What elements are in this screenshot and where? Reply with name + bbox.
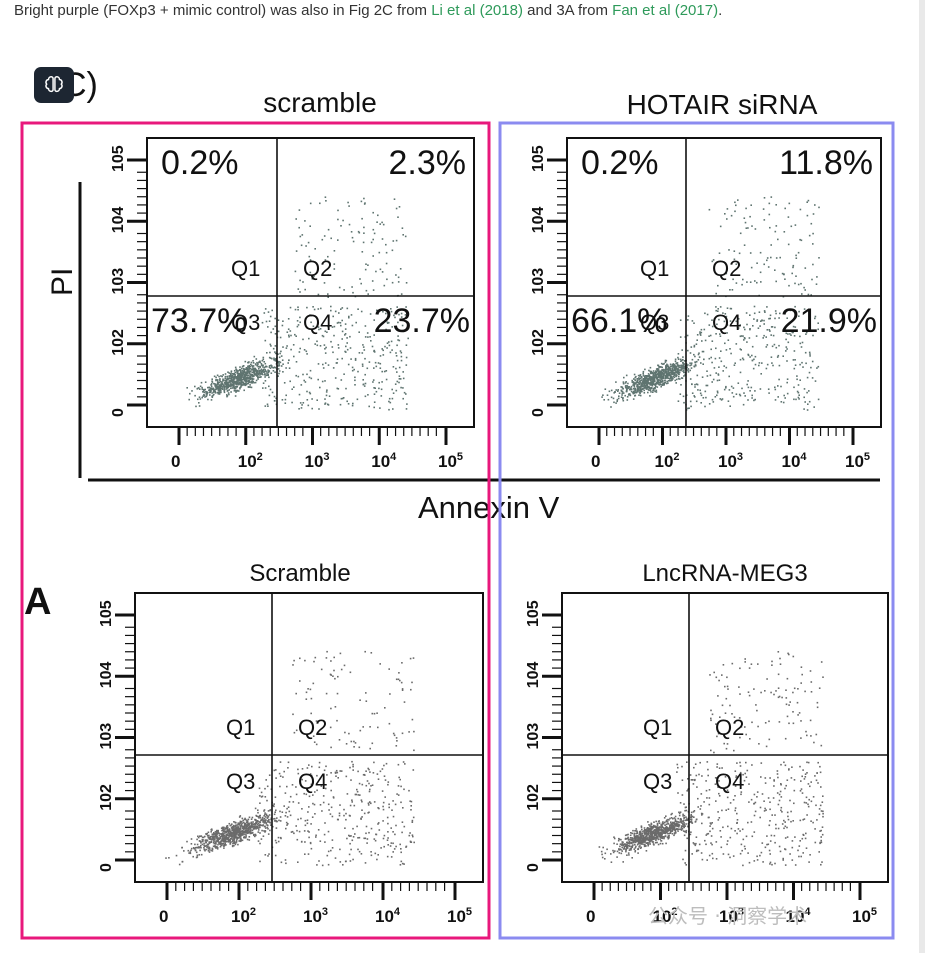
x-tick-label: 0: [586, 907, 595, 926]
y-tick-label: 105: [525, 600, 542, 627]
quadrant-label-q2: Q2: [715, 715, 744, 740]
x-tick-label: 103: [305, 451, 330, 471]
x-tick-label: 104: [782, 451, 808, 471]
quadrant-label-q2: Q2: [712, 256, 741, 281]
y-tick-label: 105: [530, 145, 547, 172]
y-tick-label: 103: [98, 723, 115, 750]
scatter-plot-1: scramble Q1 Q2 Q3 Q4 0.2% 2.3% 73.7% 23.7% 0 102 10…: [110, 87, 475, 471]
plot-title: HOTAIR siRNA: [627, 89, 818, 120]
caption-text: Bright purple (FOXp3 + mimic control) wa…: [14, 2, 723, 19]
x-tick-label: 102: [655, 451, 680, 471]
y-tick-label: 102: [98, 784, 115, 811]
plot-title: scramble: [263, 87, 377, 118]
quadrant-percent: 2.3%: [389, 144, 467, 182]
y-axis-label: PI: [46, 268, 79, 296]
y-tick-label: 0: [110, 408, 127, 417]
scrollbar[interactable]: [919, 0, 925, 953]
quadrant-label-q4: Q4: [298, 769, 327, 794]
scatter-plot-4: LncRNA-MEG3 Q1 Q2 Q3 Q4 0 102 103 104 105 0 102 103 1…: [525, 560, 889, 926]
x-tick-label: 104: [371, 451, 397, 471]
x-tick-label: 102: [653, 906, 678, 926]
link-fan-2017[interactable]: Fan et al (2017): [612, 2, 719, 19]
quadrant-label-q4: Q4: [712, 310, 741, 335]
event-dots: [165, 650, 415, 867]
quadrant-label-q1: Q1: [231, 256, 260, 281]
event-dots: [186, 196, 409, 411]
x-tick-label: 0: [171, 452, 180, 471]
y-tick-label: 102: [525, 784, 542, 811]
watermark: 公众号 · 洞察学术: [648, 904, 808, 928]
y-tick-label: 103: [525, 723, 542, 750]
y-tick-label: 104: [525, 661, 542, 688]
quadrant-percent: 73.7%: [151, 302, 247, 340]
y-tick-label: 0: [530, 408, 547, 417]
x-tick-label: 105: [438, 451, 463, 471]
y-tick-label: 102: [530, 329, 547, 356]
link-li-2018[interactable]: Li et al (2018): [431, 2, 523, 19]
quadrant-label-q1: Q1: [226, 715, 255, 740]
event-dots: [601, 196, 820, 411]
y-tick-label: 103: [530, 268, 547, 295]
y-tick-label: 104: [98, 661, 115, 688]
quadrant-label-q2: Q2: [303, 256, 332, 281]
x-tick-label: 102: [231, 906, 256, 926]
y-tick-label: 0: [525, 863, 542, 872]
bottom-panel-label: A: [24, 581, 51, 623]
x-tick-label: 104: [375, 906, 401, 926]
x-tick-label: 0: [591, 452, 600, 471]
quadrant-label-q3: Q3: [643, 769, 672, 794]
quadrant-label-q3: Q3: [640, 310, 669, 335]
x-tick-label: 105: [845, 451, 870, 471]
quadrant-percent: 11.8%: [779, 144, 873, 182]
quadrant-label-q3: Q3: [231, 310, 260, 335]
quadrant-percent: 0.2%: [581, 144, 659, 182]
y-tick-label: 105: [98, 600, 115, 627]
x-tick-label: 103: [719, 906, 744, 926]
event-dots: [598, 651, 824, 867]
y-tick-label: 102: [110, 329, 127, 356]
y-tick-label: 103: [110, 268, 127, 295]
x-tick-label: 103: [303, 906, 328, 926]
x-tick-label: 103: [718, 451, 743, 471]
scatter-plot-2: HOTAIR siRNA Q1 Q2 Q3 Q4 0.2% 11.8% 66.1% 21.9% 0…: [530, 89, 882, 471]
highlight-box-right: [498, 121, 895, 940]
quadrant-label-q3: Q3: [226, 769, 255, 794]
x-tick-label: 102: [238, 451, 263, 471]
quadrant-percent: 66.1%: [571, 302, 667, 340]
quadrant-label-q4: Q4: [303, 310, 332, 335]
x-tick-label: 105: [852, 906, 877, 926]
brain-icon: [45, 76, 63, 93]
y-tick-label: 104: [530, 206, 547, 233]
plot-title: Scramble: [249, 560, 350, 587]
x-tick-label: 0: [159, 907, 168, 926]
highlight-box-left: [20, 121, 491, 940]
quadrant-percent: 23.7%: [374, 302, 470, 340]
quadrant-label-q2: Q2: [298, 715, 327, 740]
ai-assist-button[interactable]: [34, 67, 74, 103]
y-tick-label: 0: [98, 863, 115, 872]
y-tick-label: 105: [110, 145, 127, 172]
x-tick-label: 105: [447, 906, 472, 926]
quadrant-label-q1: Q1: [640, 256, 669, 281]
y-tick-label: 104: [110, 206, 127, 233]
plot-title: LncRNA-MEG3: [642, 560, 807, 587]
quadrant-label-q4: Q4: [715, 769, 744, 794]
quadrant-label-q1: Q1: [643, 715, 672, 740]
quadrant-percent: 21.9%: [781, 302, 877, 340]
scatter-plot-3: Scramble Q1 Q2 Q3 Q4 0 102 103 104 105 0 102 103 104 1…: [98, 560, 484, 926]
quadrant-percent: 0.2%: [161, 144, 239, 182]
